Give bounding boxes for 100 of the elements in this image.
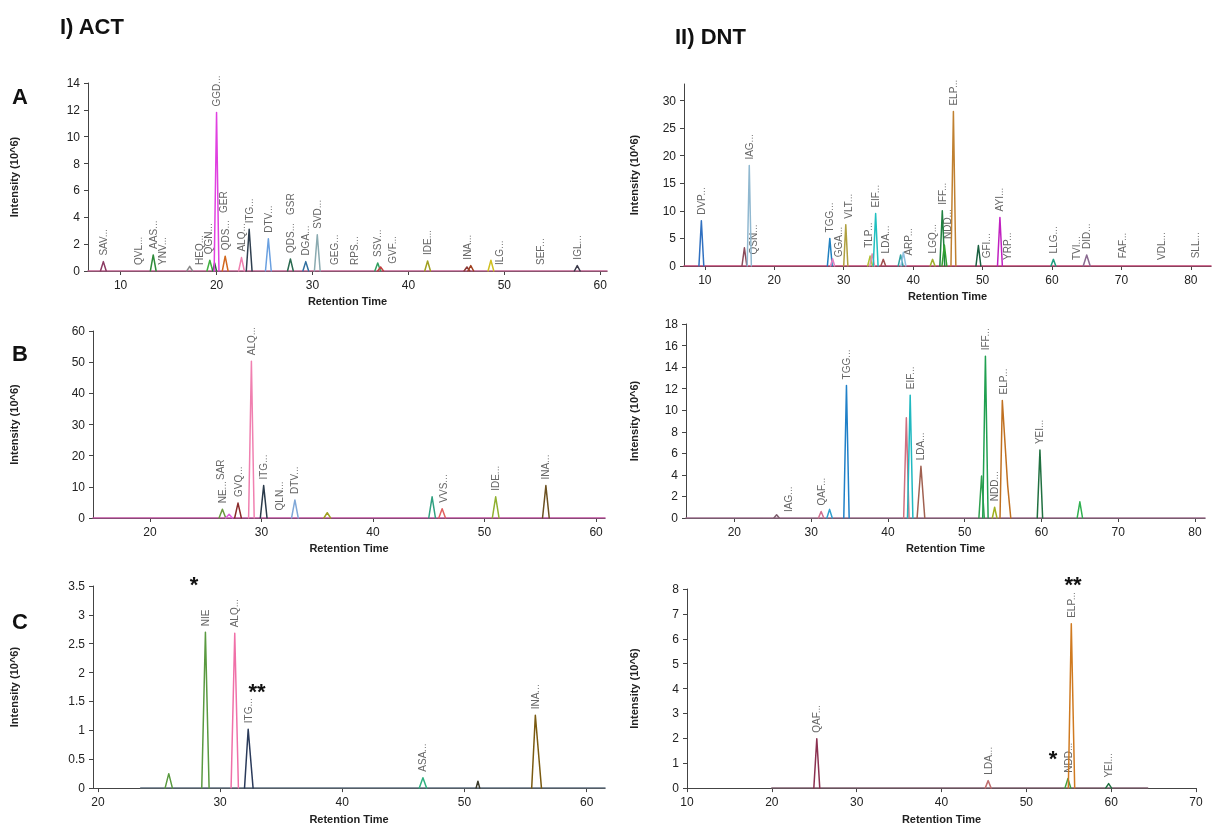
x-tick-label: 20 [767, 273, 782, 287]
y-tick-label: 0.5 [68, 752, 86, 767]
annotation: GEG... [329, 234, 341, 265]
x-tick-label: 60 [593, 278, 608, 292]
y-tick-label: 4 [672, 681, 680, 696]
annotation: SAV... [97, 228, 109, 256]
x-tick-label: 30 [849, 795, 864, 810]
y-tick-label: 18 [664, 317, 679, 331]
x-tick-label: 50 [497, 278, 512, 292]
y-axis-title: Intensity (10^6) [627, 380, 640, 462]
x-tick-label: 60 [1034, 525, 1049, 539]
x-tick-label: 50 [975, 273, 990, 287]
y-tick-label: 6 [73, 183, 81, 198]
y-axis-title: Intensity (10^6) [7, 646, 20, 728]
annotation: GVF... [386, 235, 398, 264]
annotation: ITG... [242, 698, 254, 724]
y-tick-label: 3 [672, 706, 680, 721]
x-tick-label: 30 [213, 795, 228, 810]
y-tick-label: 3.5 [68, 579, 86, 593]
y-tick-label: 16 [664, 338, 679, 353]
y-tick-label: 2 [672, 731, 680, 746]
y-tick-label: 40 [71, 386, 86, 401]
annotation: ITG... [243, 198, 255, 224]
annotation: NE... [216, 481, 228, 504]
x-tick-label: 20 [765, 795, 779, 810]
y-tick-label: 8 [672, 582, 680, 596]
annotation: SSV... [372, 229, 384, 257]
x-axis-title: Retention Time [907, 290, 988, 303]
annotation: INA... [540, 454, 552, 480]
annotation: * [1048, 745, 1058, 771]
text: B [12, 340, 28, 366]
annotation: IAG... [782, 486, 794, 512]
annotation: SLL... [1190, 232, 1202, 259]
annotation: QLN... [273, 481, 285, 511]
annotation: QAF... [811, 705, 823, 733]
y-tick-label: 0 [73, 264, 81, 278]
chart-title: I) ACT [60, 13, 125, 39]
x-tick-label: 40 [366, 525, 380, 539]
annotation: IAG... [743, 134, 755, 160]
y-tick-label: 6 [672, 631, 680, 646]
x-axis-title: Retention Time [901, 812, 982, 825]
annotation: ALQ... [245, 326, 257, 356]
y-tick-label: 0 [78, 511, 86, 525]
annotation: ASA... [417, 743, 429, 772]
annotation: FAF... [1117, 232, 1129, 259]
y-tick-label: 0 [671, 511, 679, 525]
annotation: GVQ... [232, 466, 244, 498]
annotation: INA... [529, 684, 541, 710]
y-tick-label: 25 [662, 121, 677, 136]
annotation: ELP... [997, 368, 1009, 395]
y-tick-label: 0 [672, 781, 680, 796]
x-tick-label: 20 [143, 525, 157, 539]
x-tick-label: 60 [1104, 795, 1119, 810]
x-axis-title: Retention Time [309, 812, 389, 825]
y-tick-label: 30 [662, 93, 677, 108]
y-tick-label: 12 [664, 381, 679, 396]
y-tick-label: 20 [662, 148, 677, 163]
x-axis-title: Retention Time [307, 295, 388, 308]
x-tick-label: 20 [91, 795, 105, 810]
x-tick-label: 30 [254, 525, 269, 539]
annotation: IFF... [979, 328, 991, 351]
y-tick-label: 8 [73, 156, 81, 171]
x-axis-title: Retention Time [905, 542, 986, 555]
y-tick-label: 30 [71, 417, 86, 432]
x-tick-label: 80 [1184, 273, 1198, 287]
annotation: NDD... [942, 209, 954, 240]
y-tick-label: 10 [662, 203, 677, 218]
x-tick-label: 10 [698, 273, 712, 287]
annotation: SEF... [535, 238, 547, 265]
x-tick-label: 50 [477, 525, 492, 539]
y-tick-label: 2.5 [68, 636, 86, 651]
x-tick-label: 40 [906, 273, 921, 287]
x-tick-label: 40 [934, 795, 949, 810]
y-tick-label: 14 [66, 76, 81, 90]
annotation: TGG... [824, 202, 836, 233]
y-tick-label: 12 [66, 102, 81, 117]
y-tick-label: 2 [78, 665, 86, 680]
x-tick-label: 30 [804, 525, 819, 539]
x-tick-label: 40 [881, 525, 895, 539]
y-tick-label: 10 [66, 129, 81, 144]
y-tick-label: 5 [672, 656, 680, 671]
y-tick-label: 7 [672, 606, 680, 621]
annotation: IGL... [571, 235, 583, 260]
x-tick-label: 70 [1111, 525, 1126, 539]
annotation: LDA... [982, 746, 994, 775]
annotation: IDE... [490, 465, 502, 491]
annotation: LDA... [879, 225, 891, 254]
annotation: LGQ... [927, 223, 939, 254]
y-tick-label: 10 [664, 403, 679, 418]
annotation: AYI... [994, 187, 1006, 212]
y-tick-label: 2 [73, 237, 81, 252]
y-tick-label: 1.5 [68, 694, 86, 709]
annotation: SVD... [311, 199, 323, 229]
y-axis-title: Intensity (10^6) [627, 648, 640, 729]
annotation: TGG... [840, 349, 852, 380]
annotation: QDS... [219, 220, 231, 251]
annotation: LLG... [1047, 226, 1059, 254]
annotation: YEI... [1103, 753, 1115, 778]
x-tick-label: 60 [589, 525, 604, 539]
y-tick-label: 8 [671, 424, 679, 439]
